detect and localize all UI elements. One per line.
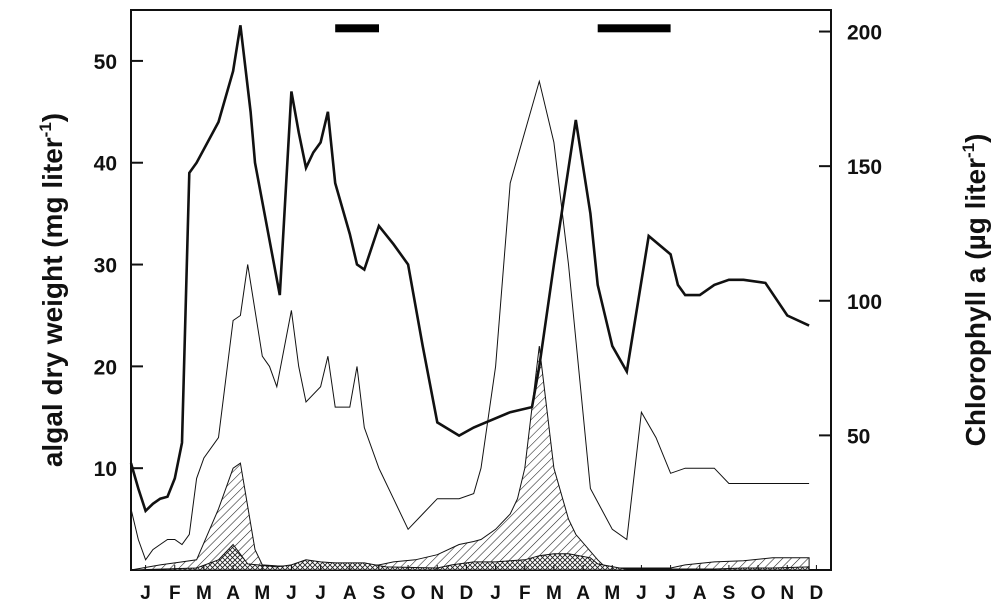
x-tick-label: J [636, 583, 647, 604]
bar-marker-layer [335, 24, 671, 33]
y-tick-label: 30 [94, 255, 117, 278]
y2-axis-title: Chlorophyll a (µg liter-1) [959, 134, 991, 447]
x-tick-label: J [286, 583, 297, 604]
x-tick-label: D [810, 583, 824, 604]
x-tick-label: A [576, 583, 590, 604]
x-tick-label: O [751, 583, 766, 604]
y-tick-label: 50 [94, 51, 117, 74]
y2-tick-label: 150 [847, 156, 882, 179]
y2-tick-label: 200 [847, 22, 882, 45]
x-tick-label: M [196, 583, 212, 604]
x-tick-label: A [226, 583, 240, 604]
x-tick-label: F [519, 583, 531, 604]
x-tick-label: A [693, 583, 707, 604]
x-tick-label: N [430, 583, 444, 604]
area-layer [130, 345, 810, 571]
x-tick-label: S [723, 583, 736, 604]
y-tick-label: 40 [94, 153, 117, 176]
x-tick-label: J [315, 583, 326, 604]
y2-tick-label: 50 [847, 425, 870, 448]
x-tick-label: D [460, 583, 474, 604]
x-tick-label: S [373, 583, 386, 604]
period-bar-marker [335, 24, 379, 33]
x-tick-label: M [604, 583, 620, 604]
x-tick-label: J [140, 583, 151, 604]
x-tick-label: M [254, 583, 270, 604]
y-tick-label: 10 [94, 458, 117, 481]
x-tick-label: M [546, 583, 562, 604]
period-bar-marker [597, 24, 671, 33]
x-tick-label: N [780, 583, 794, 604]
y-tick-label: 20 [94, 356, 117, 379]
thin-line-series [130, 79, 810, 561]
x-tick-label: J [665, 583, 676, 604]
line-layer [129, 25, 810, 561]
x-tick-label: O [401, 583, 416, 604]
cross-hatched-area-series [130, 543, 810, 571]
x-tick-label: J [490, 583, 501, 604]
y-axis-title: algal dry weight (mg liter-1) [36, 113, 68, 467]
thick-line-series [129, 25, 810, 514]
y2-tick-label: 100 [847, 291, 882, 314]
tick-layer [131, 30, 831, 570]
x-tick-label: A [343, 583, 357, 604]
hatched-area-series [130, 345, 810, 571]
x-tick-label: F [169, 583, 181, 604]
